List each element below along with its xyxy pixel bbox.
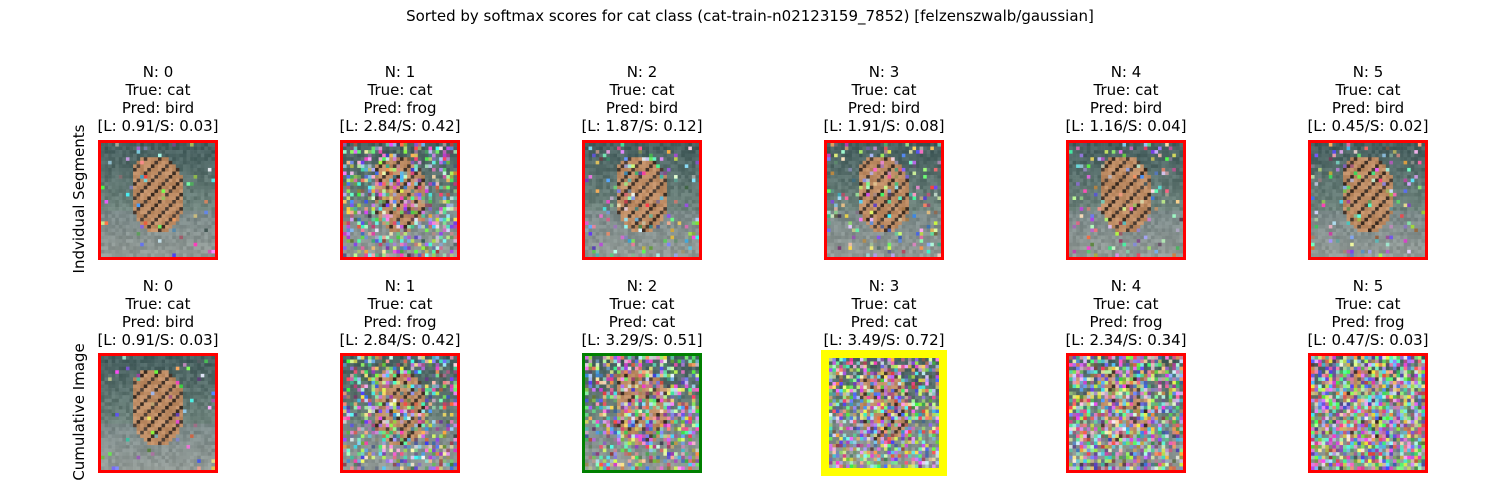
- panel-scores: [L: 1.87/S: 0.12]: [581, 117, 703, 135]
- panel-pred-label: Pred: frog: [1331, 313, 1405, 331]
- panel-index: N: 4: [1110, 63, 1142, 81]
- panel-index: N: 3: [868, 63, 900, 81]
- panel-index: N: 1: [384, 63, 416, 81]
- panel-scores: [L: 2.34/S: 0.34]: [1065, 331, 1187, 349]
- panel-index: N: 3: [868, 277, 900, 295]
- panel-title-r0-c1: N: 1 True: cat Pred: frog [L: 2.84/S: 0.42]: [320, 63, 480, 135]
- thumbnail-image: [1066, 140, 1186, 260]
- thumbnail-image: [821, 350, 947, 476]
- panel-title-r1-c1: N: 1 True: cat Pred: frog [L: 2.84/S: 0.42]: [320, 277, 480, 349]
- panel-true-label: True: cat: [609, 81, 675, 99]
- panel-index: N: 0: [142, 63, 174, 81]
- panel-scores: [L: 1.16/S: 0.04]: [1065, 117, 1187, 135]
- panel-pred-label: Pred: cat: [608, 313, 676, 331]
- thumbnail-image: [340, 140, 460, 260]
- panel-scores: [L: 0.91/S: 0.03]: [97, 331, 219, 349]
- row-label-cumulative-image: Cumulative Image: [70, 343, 88, 481]
- panel-title-r0-c2: N: 2 True: cat Pred: bird [L: 1.87/S: 0.12]: [562, 63, 722, 135]
- panel-title-r0-c0: N: 0 True: cat Pred: bird [L: 0.91/S: 0.03]: [78, 63, 238, 135]
- panel-title-r1-c3: N: 3 True: cat Pred: cat [L: 3.49/S: 0.72]: [804, 277, 964, 349]
- panel-scores: [L: 1.91/S: 0.08]: [823, 117, 945, 135]
- panel-index: N: 1: [384, 277, 416, 295]
- thumbnail-image: [582, 140, 702, 260]
- panel-title-r0-c5: N: 5 True: cat Pred: bird [L: 0.45/S: 0.02]: [1288, 63, 1448, 135]
- panel-scores: [L: 2.84/S: 0.42]: [339, 331, 461, 349]
- panel-pred-label: Pred: frog: [1089, 313, 1163, 331]
- thumbnail-image: [1066, 353, 1186, 473]
- panel-true-label: True: cat: [851, 81, 917, 99]
- row-label-individual-segments: Indvidual Segments: [70, 124, 88, 274]
- panel-pred-label: Pred: cat: [850, 313, 918, 331]
- panel-true-label: True: cat: [125, 81, 191, 99]
- thumbnail-image: [1308, 140, 1428, 260]
- panel-title-r1-c5: N: 5 True: cat Pred: frog [L: 0.47/S: 0.03]: [1288, 277, 1448, 349]
- thumbnail-image: [582, 353, 702, 473]
- panel-true-label: True: cat: [609, 295, 675, 313]
- panel-true-label: True: cat: [1335, 295, 1401, 313]
- panel-scores: [L: 3.49/S: 0.72]: [823, 331, 945, 349]
- panel-true-label: True: cat: [1093, 81, 1159, 99]
- panel-index: N: 0: [142, 277, 174, 295]
- figure-title: Sorted by softmax scores for cat class (…: [406, 7, 1094, 25]
- panel-title-r1-c2: N: 2 True: cat Pred: cat [L: 3.29/S: 0.51]: [562, 277, 722, 349]
- thumbnail-image: [824, 140, 944, 260]
- panel-scores: [L: 3.29/S: 0.51]: [581, 331, 703, 349]
- panel-title-r1-c0: N: 0 True: cat Pred: bird [L: 0.91/S: 0.03]: [78, 277, 238, 349]
- thumbnail-image: [98, 353, 218, 473]
- panel-index: N: 2: [626, 63, 658, 81]
- panel-true-label: True: cat: [851, 295, 917, 313]
- panel-pred-label: Pred: bird: [1331, 99, 1405, 117]
- panel-true-label: True: cat: [1335, 81, 1401, 99]
- panel-scores: [L: 0.45/S: 0.02]: [1307, 117, 1429, 135]
- thumbnail-image: [98, 140, 218, 260]
- panel-scores: [L: 0.91/S: 0.03]: [97, 117, 219, 135]
- panel-true-label: True: cat: [1093, 295, 1159, 313]
- panel-pred-label: Pred: bird: [847, 99, 921, 117]
- panel-pred-label: Pred: frog: [363, 313, 437, 331]
- panel-title-r0-c4: N: 4 True: cat Pred: bird [L: 1.16/S: 0.04]: [1046, 63, 1206, 135]
- panel-index: N: 4: [1110, 277, 1142, 295]
- panel-pred-label: Pred: bird: [1089, 99, 1163, 117]
- panel-index: N: 5: [1352, 63, 1384, 81]
- panel-title-r1-c4: N: 4 True: cat Pred: frog [L: 2.34/S: 0.34]: [1046, 277, 1206, 349]
- panel-pred-label: Pred: bird: [121, 99, 195, 117]
- panel-pred-label: Pred: bird: [121, 313, 195, 331]
- panel-index: N: 5: [1352, 277, 1384, 295]
- thumbnail-image: [1308, 353, 1428, 473]
- panel-true-label: True: cat: [125, 295, 191, 313]
- panel-pred-label: Pred: frog: [363, 99, 437, 117]
- panel-true-label: True: cat: [367, 81, 433, 99]
- thumbnail-image: [340, 353, 460, 473]
- panel-scores: [L: 2.84/S: 0.42]: [339, 117, 461, 135]
- panel-true-label: True: cat: [367, 295, 433, 313]
- panel-title-r0-c3: N: 3 True: cat Pred: bird [L: 1.91/S: 0.08]: [804, 63, 964, 135]
- panel-index: N: 2: [626, 277, 658, 295]
- panel-pred-label: Pred: bird: [605, 99, 679, 117]
- panel-scores: [L: 0.47/S: 0.03]: [1307, 331, 1429, 349]
